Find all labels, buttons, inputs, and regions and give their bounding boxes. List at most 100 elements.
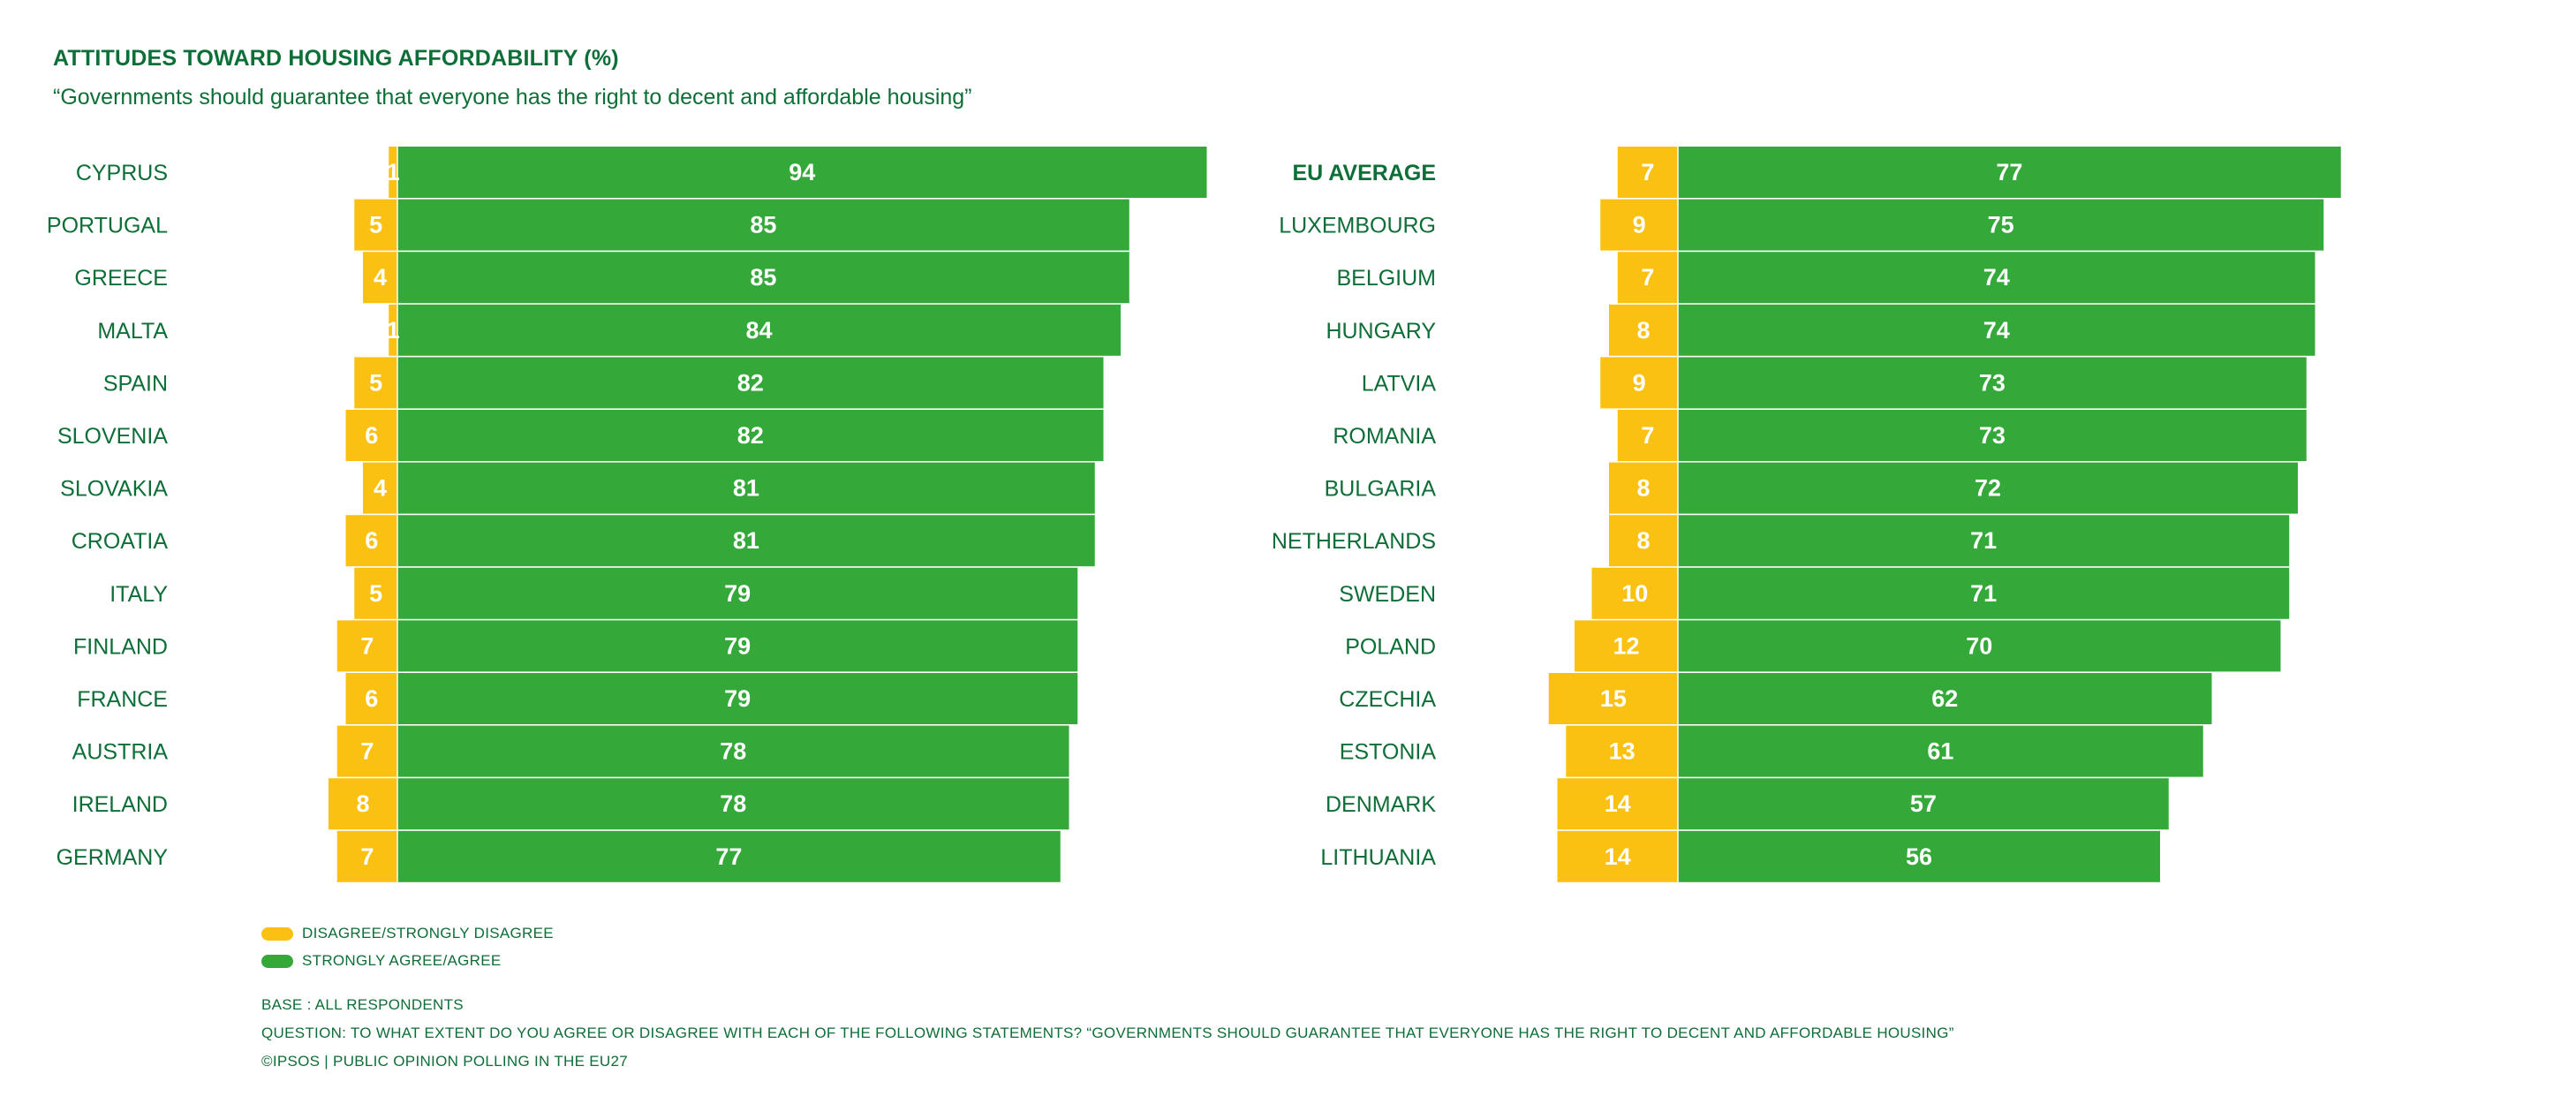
category-label: CROATIA [72, 529, 169, 554]
category-label: LATVIA [1362, 371, 1437, 396]
value-label-agree: 61 [1927, 738, 1953, 765]
bar-agree [397, 410, 1104, 461]
bar-disagree [354, 357, 397, 409]
category-label: PORTUGAL [47, 214, 168, 238]
bar-disagree [345, 410, 397, 461]
category-label: EU AVERAGE [1292, 161, 1436, 185]
value-label-agree: 73 [1979, 369, 2006, 396]
bar-agree [397, 725, 1069, 777]
bar-agree [397, 567, 1078, 619]
bar-disagree [1557, 778, 1678, 830]
category-label: FINLAND [73, 634, 168, 659]
bar-disagree [345, 673, 397, 724]
legend-agree: STRONGLY AGREE/AGREE [261, 950, 502, 972]
bar-agree [1678, 304, 2315, 356]
value-label-disagree: 14 [1605, 790, 1631, 817]
value-label-disagree: 6 [365, 422, 378, 449]
bar-disagree [345, 515, 397, 567]
bar-disagree [1600, 357, 1678, 409]
value-label-agree: 74 [1983, 264, 2010, 291]
bar-agree [1678, 252, 2315, 304]
bar-agree [1678, 778, 2169, 830]
bar-agree [1678, 199, 2324, 251]
value-label-agree: 78 [720, 790, 746, 817]
value-label-agree: 73 [1979, 422, 2006, 449]
bar-agree [397, 778, 1069, 830]
value-label-agree: 70 [1966, 632, 1992, 659]
bar-agree [397, 830, 1061, 882]
category-label: ROMANIA [1333, 424, 1436, 449]
bar-agree [1678, 725, 2203, 777]
value-label-disagree: 7 [360, 738, 374, 765]
value-label-agree: 77 [1996, 159, 2022, 185]
bar-agree [1678, 515, 2290, 567]
category-label: FRANCE [77, 687, 168, 712]
category-label: SLOVAKIA [60, 477, 168, 502]
value-label-agree: 79 [724, 580, 751, 607]
category-label: LUXEMBOURG [1279, 214, 1436, 238]
bar-disagree [329, 778, 397, 830]
chart-subtitle: “Governments should guarantee that every… [53, 85, 972, 110]
category-label: ESTONIA [1340, 740, 1437, 765]
category-label: GREECE [74, 266, 168, 291]
bar-disagree [1609, 304, 1678, 356]
bar-agree [1678, 462, 2298, 514]
bar-disagree [336, 620, 397, 672]
value-label-agree: 56 [1906, 843, 1932, 870]
bar-disagree [389, 147, 397, 198]
value-label-disagree: 4 [374, 264, 387, 291]
value-label-agree: 71 [1970, 580, 1997, 607]
bar-agree [397, 252, 1129, 304]
category-label: POLAND [1345, 634, 1436, 659]
value-label-agree: 84 [745, 317, 772, 344]
bar-agree [397, 357, 1104, 409]
value-label-agree: 81 [733, 475, 759, 502]
value-label-disagree: 6 [365, 685, 378, 712]
category-label: CZECHIA [1339, 687, 1436, 712]
value-label-disagree: 9 [1633, 369, 1646, 396]
value-label-agree: 85 [750, 264, 776, 291]
bar-agree [1678, 567, 2290, 619]
value-label-disagree: 13 [1609, 738, 1635, 765]
footnote-base: BASE : ALL RESPONDENTS [261, 996, 464, 1013]
category-label: HUNGARY [1326, 319, 1436, 344]
value-label-disagree: 1 [387, 159, 400, 185]
value-label-disagree: 7 [1641, 422, 1654, 449]
value-label-agree: 75 [1988, 212, 2014, 238]
legend-disagree: DISAGREE/STRONGLY DISAGREE [261, 923, 554, 944]
bar-disagree [1600, 199, 1678, 251]
category-label: IRELAND [72, 792, 168, 817]
category-label: CYPRUS [76, 161, 168, 185]
value-label-agree: 85 [750, 212, 776, 238]
category-label: SPAIN [103, 371, 168, 396]
value-label-agree: 71 [1970, 527, 1997, 554]
value-label-disagree: 10 [1621, 580, 1648, 607]
bar-disagree [1575, 620, 1678, 672]
value-label-agree: 72 [1975, 475, 2001, 502]
value-label-disagree: 15 [1600, 685, 1627, 712]
value-label-disagree: 7 [360, 843, 374, 870]
category-label: DENMARK [1326, 792, 1436, 817]
bar-agree [1678, 357, 2307, 409]
value-label-disagree: 8 [1636, 475, 1650, 502]
bar-agree [1678, 673, 2212, 724]
bar-agree [397, 515, 1095, 567]
value-label-disagree: 8 [1636, 317, 1650, 344]
value-label-disagree: 1 [387, 317, 400, 344]
value-label-disagree: 7 [360, 632, 374, 659]
value-label-disagree: 8 [356, 790, 369, 817]
value-label-disagree: 9 [1633, 212, 1646, 238]
category-label: BELGIUM [1336, 266, 1436, 291]
bar-agree [397, 304, 1121, 356]
value-label-agree: 82 [737, 369, 764, 396]
bar-agree [397, 199, 1129, 251]
value-label-disagree: 7 [1641, 264, 1654, 291]
value-label-disagree: 14 [1605, 843, 1631, 870]
value-label-disagree: 8 [1636, 527, 1650, 554]
bar-disagree [336, 725, 397, 777]
value-label-disagree: 6 [365, 527, 378, 554]
value-label-disagree: 5 [369, 212, 382, 238]
value-label-agree: 62 [1931, 685, 1958, 712]
